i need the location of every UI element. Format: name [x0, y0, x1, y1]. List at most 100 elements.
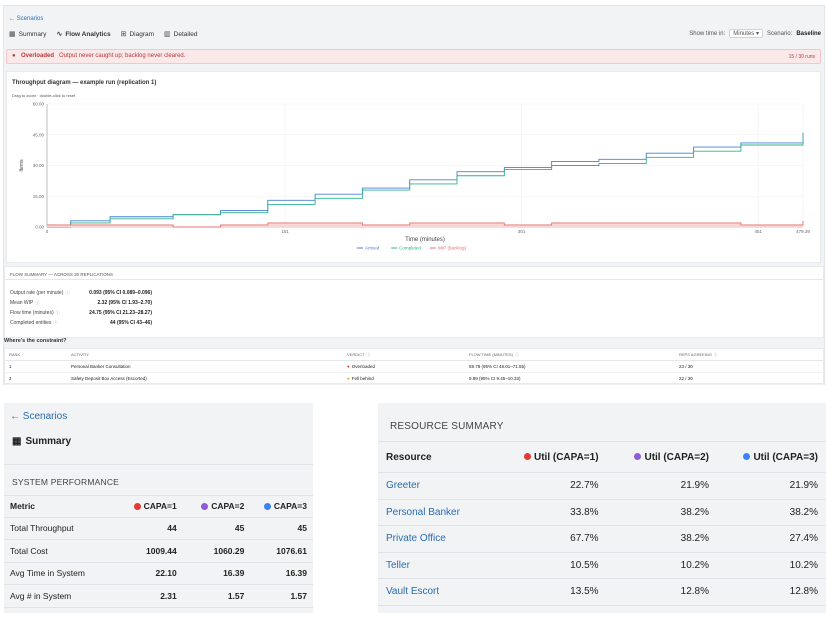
series-dot-icon — [263, 503, 271, 510]
view-controls: Show time in: Minutes ▾ Scenario: Baseli… — [689, 29, 821, 38]
verdict-cell: ● Fell behind — [347, 376, 374, 381]
tab-diagram[interactable]: ⊞ Diagram — [120, 30, 155, 39]
bar-chart-icon: ▥ — [164, 31, 171, 38]
value-cell: 1.57 — [250, 584, 313, 608]
flow-time-cell: 59.78 (95% CI 48.01–71.55) — [469, 364, 526, 369]
column-header-label: Util (CAPA=1) — [533, 451, 599, 463]
resource-link[interactable]: Vault Escort — [378, 578, 497, 606]
value-cell: 1060.29 — [182, 539, 251, 563]
value-cell: 44 — [105, 517, 183, 540]
activity-cell: Personal Banker Consultation — [71, 364, 131, 369]
y-tick-label: 0.00 — [35, 225, 44, 230]
resource-summary-table: Resource Util (CAPA=1) Util (CAPA=2) Util (… — [378, 442, 826, 606]
table-row: Private Office 67.7% 38.2% 27.4% — [378, 525, 826, 553]
back-to-scenarios-link[interactable]: ← Scenarios — [9, 16, 44, 22]
column-header: Resource — [378, 442, 497, 473]
util-cell: 12.8% — [717, 578, 826, 606]
activity-icon: ∿ — [56, 31, 63, 38]
y-tick-label: 45.00 — [33, 132, 45, 137]
resource-link[interactable]: Teller — [378, 552, 497, 579]
flow-summary-row: Completed entities ⓘ 44 (95% CI 43–46) — [10, 318, 152, 328]
tab-detailed[interactable]: ▥ Detailed — [164, 30, 198, 39]
column-header-label: CAPA=2 — [211, 500, 245, 511]
resource-link[interactable]: Personal Banker — [378, 499, 497, 526]
x-tick-label: 151 — [281, 229, 289, 234]
tab-summary[interactable]: ▦ Summary — [12, 436, 71, 447]
alert-message: Output never caught up; backlog never cl… — [59, 53, 186, 59]
divider — [5, 279, 823, 280]
time-unit-select[interactable]: Minutes ▾ — [729, 29, 763, 38]
constraint-row[interactable]: 1 Personal Banker Consultation ● Overloaded… — [5, 361, 823, 373]
tab-summary[interactable]: ▦ Summary — [9, 30, 46, 39]
resource-summary-title: RESOURCE SUMMARY — [390, 421, 504, 432]
metric-cell: Avg # in System — [4, 584, 106, 608]
util-cell: 10.2% — [606, 552, 718, 579]
system-performance-table: Metric CAPA=1 CAPA=2 CAPA=3 Total Throughput… — [4, 495, 313, 608]
time-unit-value: Minutes — [733, 31, 755, 37]
scenario-value: Baseline — [796, 30, 821, 37]
x-tick-label: 0 — [46, 229, 49, 234]
util-cell: 33.8% — [496, 499, 607, 526]
info-icon[interactable]: ⓘ — [514, 352, 519, 357]
table-row: Vault Escort 13.5% 12.8% 12.8% — [378, 578, 826, 606]
diagram-icon: ⊞ — [120, 31, 127, 38]
constraint-row[interactable]: 2 Safety Deposit Box Access (Escorted) ● Fe… — [5, 373, 823, 385]
info-icon[interactable]: ⓘ — [65, 290, 70, 295]
tab-label: Flow Analytics — [65, 30, 111, 38]
value-cell: 2.31 — [105, 584, 183, 608]
util-cell: 38.2% — [717, 499, 826, 526]
column-header: CAPA=2 — [182, 495, 251, 518]
flow-summary-card: FLOW SUMMARY — ACROSS 30 REPLICATIONS Ou… — [4, 266, 824, 338]
series-dot-icon — [743, 453, 751, 461]
constraint-title: Where's the constraint? — [4, 338, 67, 344]
column-header: CAPA=1 — [105, 495, 183, 518]
back-to-scenarios-link[interactable]: ← Scenarios — [10, 411, 68, 422]
flow-metric-label: Output rate (per minute) ⓘ — [10, 290, 70, 296]
resource-link[interactable]: Private Office — [378, 525, 497, 553]
info-icon[interactable]: ⓘ — [366, 352, 371, 357]
divider — [378, 441, 826, 442]
y-tick-label: 60.00 — [33, 102, 45, 107]
info-icon[interactable]: ⓘ — [713, 352, 718, 357]
column-header: CAPA=3 — [250, 495, 313, 518]
tab-label: Summary — [25, 436, 72, 447]
status-dot-icon: ● — [347, 364, 350, 369]
activity-cell: Safety Deposit Box Access (Escorted) — [71, 376, 147, 381]
chevron-down-icon: ▾ — [755, 31, 759, 37]
column-header-label: CAPA=1 — [143, 500, 177, 511]
throughput-chart-card: Throughput diagram — example run (replic… — [6, 71, 821, 263]
tab-label: Diagram — [129, 30, 155, 38]
table-icon: ▦ — [12, 436, 22, 447]
constraint-table-card: RANK ACTIVITY VERDICT ⓘ FLOW TIME (MINUTES) ⓘ… — [4, 348, 824, 385]
series-dot-icon — [201, 503, 209, 510]
legend-label: Arrived — [365, 246, 380, 251]
resource-link[interactable]: Greeter — [378, 472, 497, 500]
tab-label: Detailed — [173, 30, 198, 38]
util-cell: 38.2% — [606, 499, 718, 526]
column-header: Metric — [4, 495, 106, 518]
info-icon[interactable]: ⓘ — [55, 310, 60, 315]
throughput-chart[interactable]: 0.00 15.00 30.00 45.00 60.00 0 151 301 451 479.39… — [7, 72, 820, 262]
x-axis-label: Time (minutes) — [405, 237, 445, 243]
legend-label: Completed — [399, 246, 421, 251]
rank-cell: 2 — [9, 376, 12, 381]
scenario-label: Scenario: — [766, 30, 793, 37]
series-line-1 — [47, 138, 804, 228]
info-icon[interactable]: ⓘ — [53, 320, 58, 325]
value-cell: 22.10 — [105, 562, 183, 585]
column-header-label: Resource — [386, 451, 432, 463]
info-icon[interactable]: ⓘ — [35, 300, 40, 305]
flow-summary-rows: Output rate (per minute) ⓘ 0.093 (95% CI 0… — [10, 288, 152, 328]
series-dot-icon — [523, 453, 531, 461]
show-time-label: Show time in: — [689, 30, 726, 37]
util-cell: 21.9% — [717, 472, 826, 500]
constraint-table: RANK ACTIVITY VERDICT ⓘ FLOW TIME (MINUTES) ⓘ… — [5, 349, 823, 385]
flow-time-cell: 9.89 (95% CI 9.45–10.33) — [469, 376, 521, 381]
flow-metric-value: 24.75 (95% CI 21.23–28.27) — [89, 310, 152, 316]
series-dot-icon — [634, 453, 642, 461]
x-tick-label: 479.39 — [796, 229, 810, 234]
metric-cell: Avg Time in System — [4, 562, 106, 585]
table-row: Total Cost 1009.44 1060.29 1076.61 — [4, 539, 313, 563]
tab-flow-analytics[interactable]: ∿ Flow Analytics — [56, 30, 111, 39]
util-cell: 27.4% — [717, 525, 826, 553]
